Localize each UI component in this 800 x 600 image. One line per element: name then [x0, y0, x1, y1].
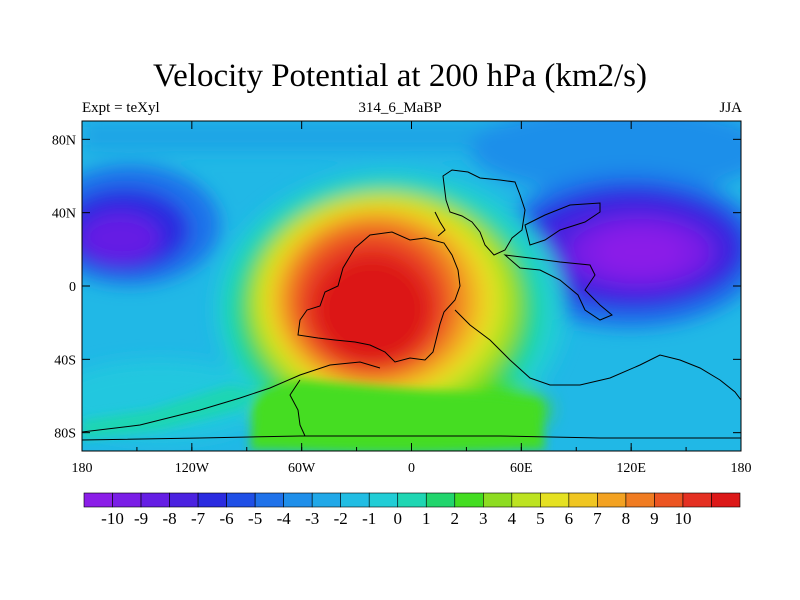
coastline-main-continent [297, 231, 461, 363]
colorbar: -10 -9 -8 -7 -6 -5 -4 -3 -2 -1 0 1 2 3 4 5 6 7 8 9 10 [83, 492, 741, 528]
colorbar-label: 10 [674, 509, 691, 528]
coastline-northern-continent [442, 169, 526, 256]
colorbar-swatch [425, 492, 456, 508]
colorbar-label: -7 [191, 509, 206, 528]
y-tick-label: 80N [52, 133, 76, 148]
season-label: JJA [719, 100, 742, 116]
x-tick-label: 180 [731, 461, 752, 476]
colorbar-label: 0 [393, 509, 402, 528]
colorbar-swatch [654, 492, 684, 508]
coastlines [82, 169, 741, 441]
coastline-south-spur [289, 379, 306, 437]
colorbar-label: -8 [162, 509, 176, 528]
colorbar-swatch [682, 492, 712, 508]
colorbar-label: -2 [334, 509, 348, 528]
colorbar-swatch [597, 492, 627, 508]
colorbar-label: -4 [277, 509, 292, 528]
x-tick-label: 120E [616, 461, 646, 476]
colorbar-swatch [625, 492, 655, 508]
colorbar-swatch [540, 492, 570, 508]
colorbar-label: 1 [422, 509, 431, 528]
colorbar-swatch [511, 492, 541, 508]
x-tick-label: 60E [510, 461, 533, 476]
colorbar-swatch [311, 492, 341, 508]
colorbar-label: 5 [536, 509, 545, 528]
colorbar-swatch [454, 492, 484, 508]
coastline-southeast-ridge [454, 309, 741, 401]
colorbar-swatch [283, 492, 313, 508]
coastline-bay [434, 211, 446, 237]
colorbar-label: 3 [479, 509, 488, 528]
colorbar-swatch [197, 492, 227, 508]
colorbar-label: 6 [565, 509, 574, 528]
colorbar-swatch [226, 492, 256, 508]
experiment-label: Expt = teXyl [82, 100, 160, 116]
colorbar-swatch [368, 492, 399, 508]
coastline-southwest-arc [82, 361, 381, 433]
colorbar-label: 7 [593, 509, 602, 528]
x-tick-label: 60W [288, 461, 316, 476]
colorbar-swatch [140, 492, 170, 508]
coastline-northeast [524, 202, 601, 246]
colorbar-swatch [568, 492, 598, 508]
contour-field [82, 121, 741, 451]
colorbar-label: 8 [622, 509, 631, 528]
x-tick-label: 0 [408, 461, 415, 476]
colorbar-label: -3 [305, 509, 319, 528]
colorbar-swatch [83, 492, 113, 508]
coastline-east-islands [503, 254, 613, 321]
colorbar-label: -5 [248, 509, 262, 528]
y-tick-label: 40N [52, 207, 76, 222]
colorbar-label: 4 [508, 509, 517, 528]
y-tick-label: 40S [54, 353, 76, 368]
colorbar-label: -10 [101, 509, 124, 528]
coastline-polar [82, 435, 741, 441]
plot-title: Velocity Potential at 200 hPa (km2/s) [152, 58, 648, 94]
case-label: 314_6_MaBP [358, 100, 442, 116]
colorbar-swatch [254, 492, 284, 508]
colorbar-label: -1 [362, 509, 376, 528]
y-tick-label: 0 [69, 280, 76, 295]
x-tick-label: 120W [175, 461, 210, 476]
colorbar-label: 9 [650, 509, 659, 528]
colorbar-swatch [340, 492, 370, 508]
axis-ticks: 180 120W 60W 0 60E 120E 180 80N 40N 0 40S 80S [52, 121, 752, 476]
colorbar-label: -9 [134, 509, 148, 528]
colorbar-swatch [169, 492, 199, 508]
x-tick-label: 180 [72, 461, 93, 476]
colorbar-swatch [397, 492, 427, 508]
colorbar-swatch [483, 492, 513, 508]
colorbar-swatch [711, 492, 741, 508]
colorbar-label: 2 [451, 509, 460, 528]
colorbar-swatch [112, 492, 142, 508]
y-tick-label: 80S [54, 427, 76, 442]
colorbar-label: -6 [220, 509, 234, 528]
